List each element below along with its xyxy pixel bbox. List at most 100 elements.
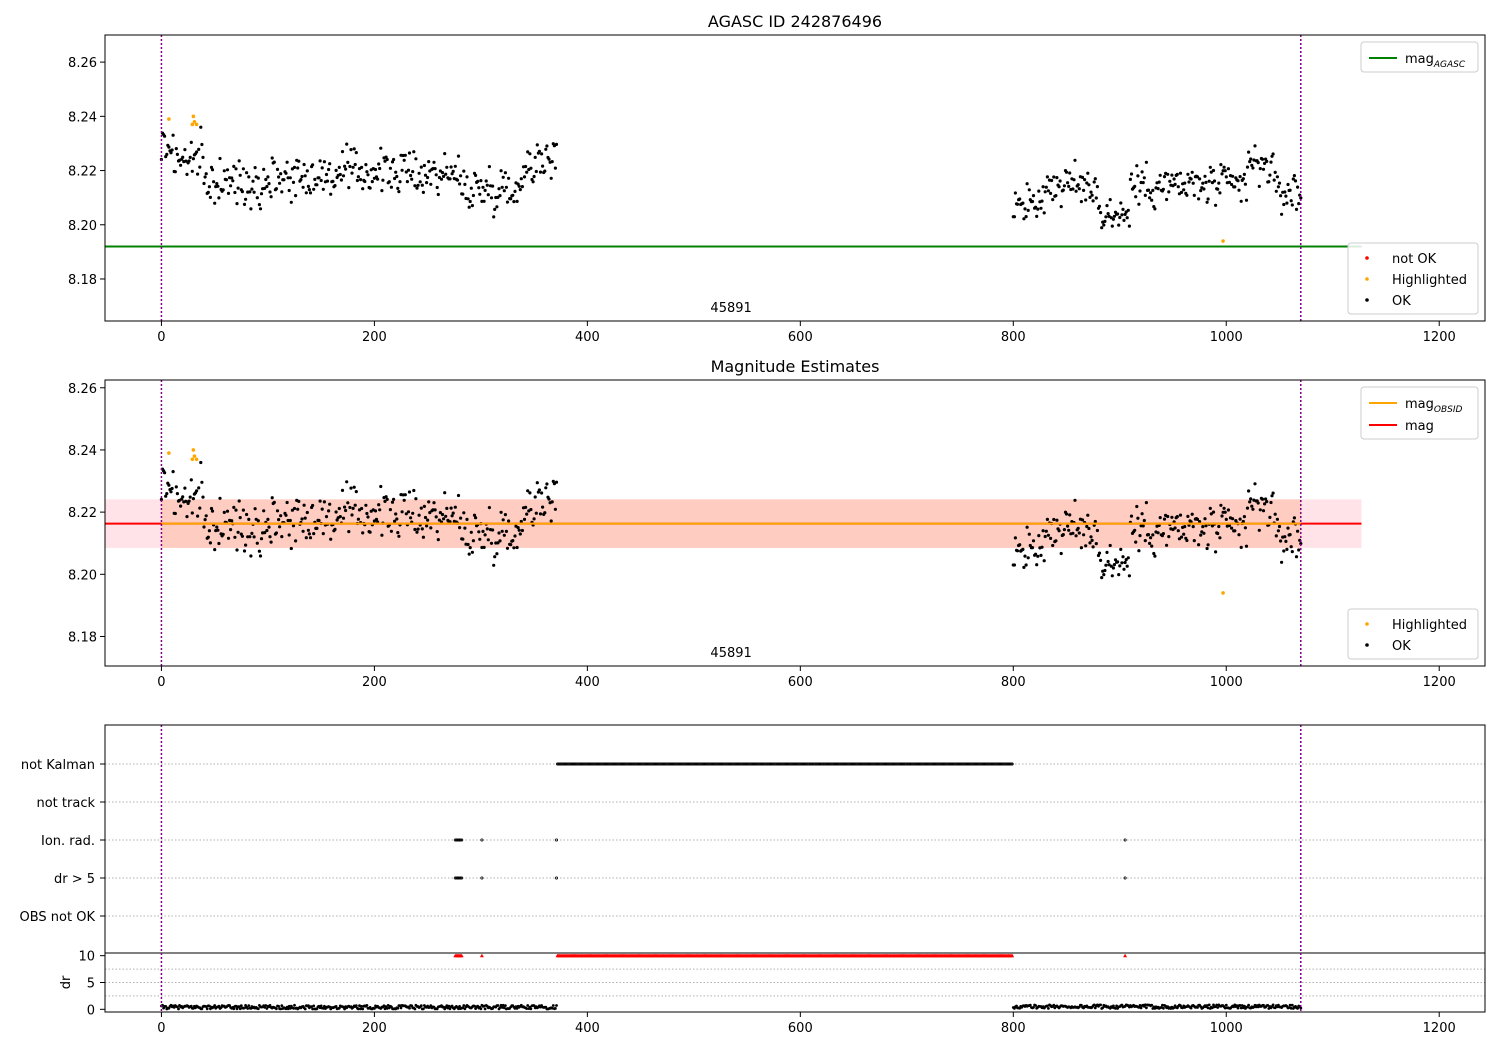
ok-point <box>1299 196 1303 200</box>
ok-point <box>541 164 545 168</box>
ok-point <box>499 169 503 173</box>
ok-point <box>1242 515 1246 519</box>
ok-point <box>493 207 497 211</box>
ok-point <box>327 167 331 172</box>
ok-point <box>1217 181 1221 185</box>
ok-point <box>1041 185 1045 189</box>
ok-point <box>390 500 395 504</box>
ok-point <box>406 510 411 514</box>
ok-point <box>348 164 352 169</box>
legend-marker-label: OK <box>1392 294 1411 309</box>
dr-point <box>1299 1006 1303 1010</box>
ok-point <box>481 185 485 189</box>
ok-point <box>1142 176 1146 180</box>
ok-point <box>1208 165 1212 169</box>
legend-lines: magAGASC <box>1360 41 1479 73</box>
ok-point <box>350 171 354 175</box>
flag-row-label: dr > 5 <box>54 872 95 887</box>
ok-point <box>416 183 420 187</box>
ok-point <box>318 159 322 163</box>
ok-point <box>1050 178 1054 183</box>
ok-point <box>1157 180 1161 184</box>
ok-point <box>196 514 200 518</box>
dr-point <box>1296 1007 1299 1010</box>
ok-point <box>1162 175 1167 179</box>
y-tick-label: 8.24 <box>68 110 97 125</box>
ok-point <box>1236 179 1240 183</box>
ok-point <box>250 531 254 536</box>
ok-point <box>238 516 242 520</box>
dr-point <box>1046 1004 1049 1008</box>
ok-point <box>1199 189 1203 193</box>
ok-point <box>1088 541 1092 545</box>
ok-point <box>329 192 333 196</box>
ok-point <box>429 526 433 530</box>
ok-point <box>442 174 446 178</box>
ok-point <box>388 166 392 170</box>
dr-y-tick-label: 5 <box>87 977 95 992</box>
ok-point <box>1089 535 1093 539</box>
ok-point <box>364 503 368 507</box>
dr-point <box>1101 1006 1105 1010</box>
ok-point <box>279 514 283 518</box>
ok-point <box>240 190 244 194</box>
ok-point <box>479 179 483 183</box>
dr-point <box>235 1007 239 1011</box>
ok-point <box>301 185 305 189</box>
ok-point <box>190 511 194 515</box>
ok-point <box>1214 203 1218 207</box>
ok-point <box>324 172 329 177</box>
ok-point <box>540 491 544 495</box>
x-tick-label: 1200 <box>1423 1021 1456 1036</box>
ok-point <box>352 485 356 489</box>
ok-point <box>1203 517 1207 521</box>
ok-point <box>311 503 315 508</box>
ok-point <box>1189 177 1193 181</box>
ok-point <box>294 194 298 198</box>
ok-point <box>300 174 304 179</box>
ok-point <box>1054 539 1058 543</box>
ok-point <box>1061 533 1065 537</box>
ok-point <box>377 162 381 166</box>
ok-point <box>553 507 558 511</box>
ok-point <box>547 497 551 501</box>
ok-point <box>439 177 444 181</box>
ok-point <box>532 517 536 521</box>
ok-point <box>545 144 549 148</box>
ok-point <box>461 192 465 196</box>
ok-point <box>415 186 419 190</box>
ok-point <box>245 171 249 175</box>
ok-point <box>549 176 553 180</box>
ok-point <box>321 187 325 191</box>
ok-point <box>402 498 406 502</box>
ok-point <box>1245 165 1250 169</box>
ok-point <box>1296 529 1300 533</box>
ok-point <box>1097 204 1102 208</box>
ok-point <box>513 189 517 193</box>
ok-point <box>312 532 316 536</box>
ok-point <box>1250 163 1254 167</box>
ok-point <box>496 195 500 199</box>
ok-point <box>201 495 205 499</box>
ok-point <box>1111 566 1115 570</box>
ok-point <box>1031 539 1036 543</box>
ok-point <box>1253 144 1257 148</box>
panel-2-obsid-label: 45891 <box>710 646 751 661</box>
ok-point <box>1026 208 1030 212</box>
ok-point <box>1261 509 1266 513</box>
ok-point <box>203 175 207 179</box>
ok-point <box>344 167 348 171</box>
ok-point <box>173 511 177 516</box>
ok-point <box>491 184 495 188</box>
ok-point <box>529 166 533 170</box>
ok-point <box>270 156 274 160</box>
ok-point <box>1138 534 1142 538</box>
ok-point <box>533 495 537 499</box>
ok-point <box>1041 529 1045 533</box>
ok-point <box>1203 174 1207 178</box>
x-tick-label: 1000 <box>1210 1021 1243 1036</box>
ok-point <box>485 183 489 187</box>
ok-point <box>1079 200 1083 204</box>
dr-point <box>1271 1003 1275 1007</box>
ok-point <box>1216 187 1220 191</box>
